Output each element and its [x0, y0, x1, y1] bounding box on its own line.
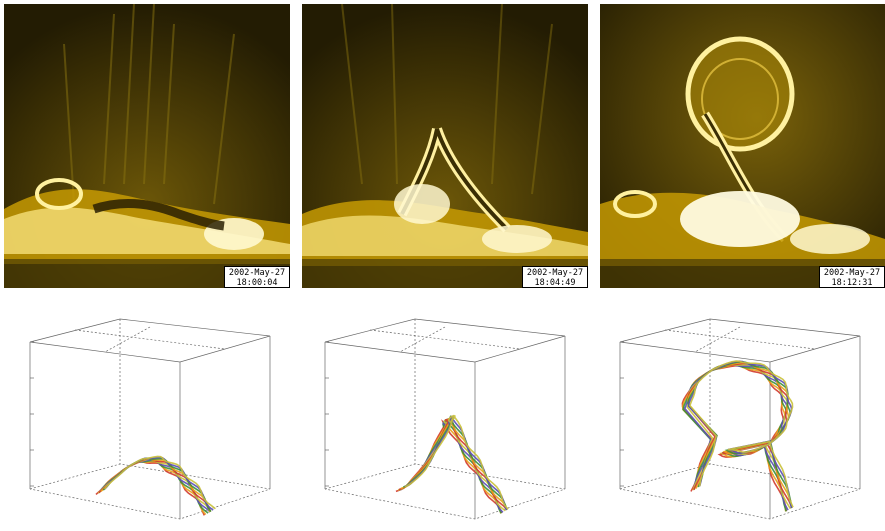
flux-rope-strand	[404, 414, 509, 510]
flux-rope-3	[681, 360, 794, 512]
observation-image-1	[4, 4, 290, 288]
wireframe-box-2	[324, 318, 566, 520]
observation-panel-1: 2002-May-27 18:00:04	[4, 4, 290, 288]
simulation-box-2	[324, 318, 566, 520]
flux-rope-strand	[104, 455, 216, 510]
timestamp-time-2: 18:04:49	[534, 278, 576, 288]
observation-panel-2: 2002-May-27 18:04:49	[302, 4, 588, 288]
timestamp-1: 2002-May-27 18:00:04	[224, 266, 290, 288]
simulation-box-1	[29, 318, 271, 520]
observation-panel-3: 2002-May-27 18:12:31	[600, 4, 885, 288]
timestamp-3: 2002-May-27 18:12:31	[819, 266, 885, 288]
wireframe-box-1	[29, 318, 271, 520]
flux-rope-strand	[682, 363, 788, 512]
timestamp-date-2: 2002-May-27	[526, 268, 584, 278]
timestamp-date-1: 2002-May-27	[228, 268, 286, 278]
flux-rope-strand	[395, 418, 503, 514]
flux-rope-strand	[681, 364, 787, 512]
flux-rope-strand	[398, 418, 504, 513]
simulation-panel-3	[615, 314, 865, 529]
timestamp-2: 2002-May-27 18:04:49	[522, 266, 588, 288]
timestamp-time-1: 18:00:04	[236, 278, 278, 288]
timestamp-date-3: 2002-May-27	[823, 268, 881, 278]
wireframe-box-3	[619, 318, 861, 520]
simulation-box-3	[619, 318, 861, 520]
flux-rope-2	[395, 414, 509, 514]
flux-rope-strand	[681, 364, 788, 512]
timestamp-time-3: 18:12:31	[831, 278, 873, 288]
flux-rope-strand	[98, 458, 211, 513]
observation-image-2	[302, 4, 588, 288]
simulation-panel-2	[320, 314, 570, 529]
observation-image-3	[600, 4, 885, 288]
flux-rope-strand	[688, 360, 794, 508]
simulation-panel-1	[25, 314, 275, 529]
flux-rope-strand	[95, 460, 206, 516]
flux-rope-1	[95, 455, 216, 516]
